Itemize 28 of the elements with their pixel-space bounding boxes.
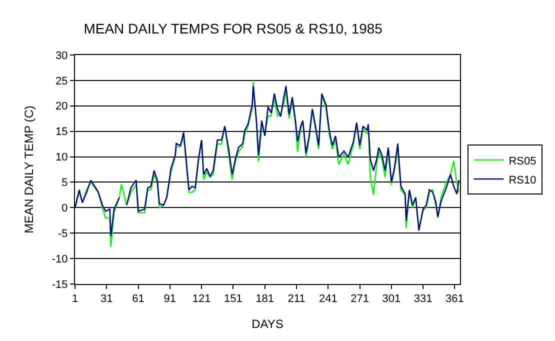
x-tick-label: 301 [382, 293, 401, 306]
x-tick-label: 241 [318, 293, 338, 306]
x-tick-label: 181 [256, 293, 274, 306]
y-tick-label: 20 [56, 100, 68, 113]
y-tick-label: 10 [56, 152, 68, 164]
x-tick-label: 91 [164, 293, 176, 306]
y-tick-label: 5 [62, 177, 68, 190]
x-tick-label: 361 [446, 293, 464, 306]
x-tick-label: 211 [288, 293, 306, 306]
x-tick-label: 151 [224, 293, 242, 306]
y-tick-label: -10 [52, 253, 68, 266]
x-tick-label: 31 [100, 293, 113, 306]
x-tick-label: 61 [132, 293, 144, 306]
chart-title: MEAN DAILY TEMPS FOR RS05 & RS10, 1985 [84, 20, 383, 37]
y-tick-label: 0 [62, 202, 68, 215]
x-tick-label: 1 [72, 293, 78, 306]
y-tick-label: -5 [58, 228, 68, 240]
legend-label: RS05 [508, 155, 536, 168]
x-axis-title: DAYS [252, 317, 284, 332]
x-tick-label: 121 [192, 293, 211, 306]
x-tick-label: 331 [414, 293, 432, 306]
legend-label: RS10 [508, 174, 536, 186]
y-tick-label: 30 [56, 50, 68, 62]
y-tick-label: 25 [56, 75, 68, 88]
y-tick-label: 15 [56, 126, 68, 138]
y-tick-label: -15 [52, 278, 68, 291]
x-tick-label: 271 [350, 293, 369, 306]
y-axis-title: MEAN DAILY TEMP (C) [22, 106, 36, 234]
